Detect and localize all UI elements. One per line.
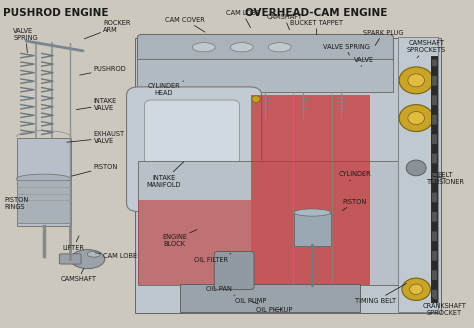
Ellipse shape: [294, 209, 331, 216]
FancyBboxPatch shape: [294, 213, 331, 246]
FancyBboxPatch shape: [137, 34, 393, 62]
Text: INTAKE
VALVE: INTAKE VALVE: [76, 98, 117, 112]
Ellipse shape: [230, 43, 253, 52]
Ellipse shape: [406, 160, 426, 176]
Ellipse shape: [408, 112, 425, 125]
Text: PUSHROD: PUSHROD: [80, 66, 127, 75]
Text: PISTON: PISTON: [342, 199, 367, 211]
Text: OIL PAN: OIL PAN: [206, 286, 235, 295]
Ellipse shape: [399, 67, 433, 94]
Ellipse shape: [252, 96, 260, 102]
FancyBboxPatch shape: [137, 59, 393, 92]
Text: BELT
TENSIONER: BELT TENSIONER: [427, 172, 465, 185]
Text: CAMSHAFT: CAMSHAFT: [266, 14, 302, 30]
Text: ROCKER
ARM: ROCKER ARM: [84, 20, 131, 39]
Text: CAM LOBE: CAM LOBE: [95, 253, 137, 259]
Text: CAMSHAFT: CAMSHAFT: [60, 269, 96, 282]
Text: BUCKET TAPPET: BUCKET TAPPET: [290, 20, 343, 35]
Text: LIFTER: LIFTER: [63, 236, 84, 251]
FancyBboxPatch shape: [214, 252, 254, 290]
Text: OIL PICKUP: OIL PICKUP: [256, 307, 292, 313]
Ellipse shape: [87, 251, 100, 257]
Text: CRANKSHAFT
SPROCKET: CRANKSHAFT SPROCKET: [423, 297, 466, 317]
FancyBboxPatch shape: [138, 161, 404, 285]
Text: CAM LOBE: CAM LOBE: [226, 10, 260, 28]
Text: VALVE: VALVE: [354, 57, 374, 66]
FancyBboxPatch shape: [180, 284, 360, 312]
FancyBboxPatch shape: [135, 38, 441, 313]
Text: INTAKE
MANIFOLD: INTAKE MANIFOLD: [146, 162, 184, 188]
Text: VALVE
SPRING: VALVE SPRING: [13, 28, 38, 53]
FancyBboxPatch shape: [17, 138, 71, 226]
FancyBboxPatch shape: [59, 254, 81, 264]
Text: EXHAUST
VALVE: EXHAUST VALVE: [67, 131, 125, 144]
Text: ENGINE
BLOCK: ENGINE BLOCK: [162, 230, 197, 247]
Ellipse shape: [402, 278, 430, 300]
Text: SPARK PLUG: SPARK PLUG: [363, 30, 403, 45]
Ellipse shape: [192, 43, 215, 52]
Ellipse shape: [410, 284, 423, 295]
FancyBboxPatch shape: [251, 95, 370, 285]
Ellipse shape: [399, 105, 433, 132]
Ellipse shape: [268, 43, 291, 52]
FancyBboxPatch shape: [145, 100, 239, 195]
Text: CYLINDER: CYLINDER: [338, 172, 371, 181]
Ellipse shape: [71, 250, 105, 269]
Text: OVERHEAD-CAM ENGINE: OVERHEAD-CAM ENGINE: [246, 8, 388, 18]
FancyBboxPatch shape: [127, 87, 262, 212]
Text: PUSHROD ENGINE: PUSHROD ENGINE: [3, 8, 109, 18]
Text: CAMSHAFT
SPROCKETS: CAMSHAFT SPROCKETS: [407, 40, 446, 58]
Text: OIL PUMP: OIL PUMP: [235, 298, 266, 304]
Text: OIL FILTER: OIL FILTER: [194, 254, 231, 263]
Text: PISTON
RINGS: PISTON RINGS: [5, 194, 29, 210]
Text: TIMING BELT: TIMING BELT: [355, 283, 406, 304]
Text: CAM COVER: CAM COVER: [165, 17, 205, 32]
FancyBboxPatch shape: [398, 37, 438, 312]
Text: CYLINDER
HEAD: CYLINDER HEAD: [147, 81, 183, 96]
Text: VALVE SPRING: VALVE SPRING: [323, 44, 369, 55]
FancyBboxPatch shape: [17, 180, 71, 223]
FancyBboxPatch shape: [138, 200, 251, 285]
Ellipse shape: [408, 74, 425, 87]
Text: PISTON: PISTON: [72, 164, 118, 176]
Ellipse shape: [16, 174, 71, 183]
